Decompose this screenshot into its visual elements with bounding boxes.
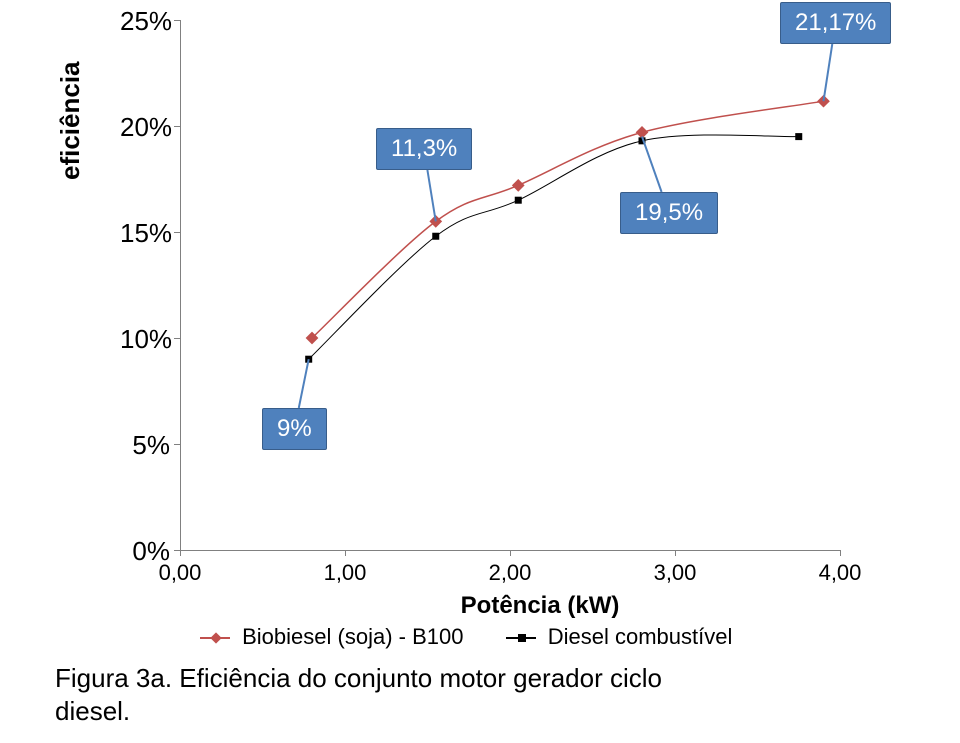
callout-box: 21,17% — [780, 2, 891, 44]
legend-marker-square-icon — [518, 634, 526, 642]
ytick-label: 25% — [120, 6, 170, 37]
legend-swatch-diesel — [506, 637, 536, 639]
callout-box: 9% — [262, 408, 327, 450]
legend-label: Biobiesel (soja) - B100 — [242, 624, 463, 649]
legend-marker-diamond-icon — [210, 633, 221, 644]
ytick-label: 20% — [120, 112, 170, 143]
callout-connector — [824, 44, 833, 101]
legend-item: Diesel combustível — [506, 624, 733, 650]
xtick-mark — [345, 550, 346, 556]
legend: Biobiesel (soja) - B100 Diesel combustív… — [200, 624, 768, 650]
chart-area: 21,17%11,3%19,5%9% 25% 20% 15% 10% 5% 0%… — [120, 20, 840, 550]
y-axis-label: eficiência — [55, 61, 86, 180]
xtick-mark — [675, 550, 676, 556]
xtick-mark — [180, 550, 181, 556]
figure-caption: Figura 3a. Eficiência do conjunto motor … — [55, 662, 715, 727]
series-marker — [432, 233, 439, 240]
x-axis-label: Potência (kW) — [340, 592, 740, 620]
callout-box: 19,5% — [620, 192, 718, 234]
legend-item: Biobiesel (soja) - B100 — [200, 624, 463, 650]
xtick-mark — [510, 550, 511, 556]
series-marker — [512, 179, 525, 192]
xtick-label: 2,00 — [485, 560, 535, 586]
xtick-label: 3,00 — [650, 560, 700, 586]
plot-area: 21,17%11,3%19,5%9% — [180, 20, 840, 550]
xtick-label: 4,00 — [815, 560, 865, 586]
callout-connector — [642, 137, 662, 192]
xtick-mark — [840, 550, 841, 556]
xtick-label: 1,00 — [320, 560, 370, 586]
legend-label: Diesel combustível — [548, 624, 733, 649]
ytick-label: 5% — [120, 430, 170, 461]
callout-connector — [427, 170, 435, 221]
series-svg — [180, 20, 840, 550]
series-marker — [515, 197, 522, 204]
legend-swatch-biodiesel — [200, 637, 230, 639]
series-marker — [795, 133, 802, 140]
xtick-label: 0,00 — [155, 560, 205, 586]
callout-connector — [299, 359, 309, 408]
ytick-label: 10% — [120, 324, 170, 355]
ytick-label: 15% — [120, 218, 170, 249]
callout-box: 11,3% — [376, 128, 472, 170]
